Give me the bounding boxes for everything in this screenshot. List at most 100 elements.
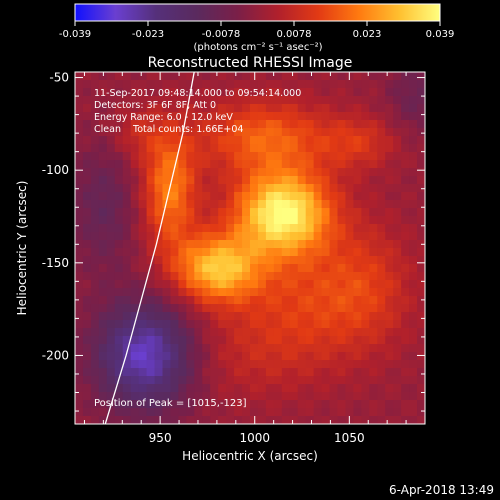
heatmap-cell bbox=[337, 192, 347, 201]
heatmap-cell bbox=[297, 328, 307, 337]
heatmap-cell bbox=[281, 264, 291, 273]
heatmap-cell bbox=[178, 264, 187, 273]
heatmap-cell bbox=[234, 240, 243, 249]
heatmap-cell bbox=[297, 224, 307, 233]
heatmap-cell bbox=[289, 392, 299, 401]
heatmap-cell bbox=[98, 208, 108, 217]
heatmap-cell bbox=[178, 256, 187, 265]
heatmap-cell bbox=[130, 408, 140, 417]
heatmap-cell bbox=[178, 200, 187, 209]
heatmap-cell bbox=[385, 216, 394, 225]
heatmap-cell bbox=[337, 352, 347, 361]
heatmap-cell bbox=[353, 152, 362, 161]
heatmap-cell bbox=[345, 144, 354, 153]
heatmap-cell bbox=[98, 104, 108, 113]
heatmap-cell bbox=[281, 296, 291, 305]
heatmap-cell bbox=[186, 136, 195, 145]
heatmap-cell bbox=[114, 312, 124, 321]
heatmap-cell bbox=[297, 144, 307, 153]
heatmap-cell bbox=[122, 88, 132, 97]
heatmap-cell bbox=[417, 352, 425, 361]
heatmap-cell bbox=[250, 152, 259, 161]
heatmap-cell bbox=[385, 368, 394, 377]
heatmap-cell bbox=[305, 352, 315, 361]
heatmap-cell bbox=[242, 312, 251, 321]
heatmap-cell bbox=[75, 232, 84, 241]
heatmap-cell bbox=[321, 256, 331, 265]
heatmap-cell bbox=[377, 120, 386, 129]
heatmap-cell bbox=[122, 280, 132, 289]
heatmap-cell bbox=[345, 120, 354, 129]
heatmap-cell bbox=[154, 240, 164, 249]
heatmap-cell bbox=[369, 408, 378, 417]
heatmap-cell bbox=[162, 368, 172, 377]
heatmap-cell bbox=[75, 200, 84, 209]
heatmap-cell bbox=[377, 160, 386, 169]
heatmap-cell bbox=[242, 120, 251, 129]
heatmap-cell bbox=[162, 200, 172, 209]
heatmap-cell bbox=[194, 184, 203, 193]
heatmap-cell bbox=[138, 272, 148, 281]
heatmap-cell bbox=[345, 328, 354, 337]
heatmap-cell bbox=[313, 208, 323, 217]
heatmap-cell bbox=[353, 272, 362, 281]
heatmap-cell bbox=[345, 240, 354, 249]
heatmap-cell bbox=[194, 224, 203, 233]
heatmap-cell bbox=[305, 88, 315, 97]
heatmap-cell bbox=[194, 120, 203, 129]
heatmap-cell bbox=[313, 416, 323, 424]
heatmap-cell bbox=[273, 328, 283, 337]
heatmap-cell bbox=[305, 248, 315, 257]
heatmap-cell bbox=[98, 232, 108, 241]
heatmap-cell bbox=[289, 216, 299, 225]
heatmap-cell bbox=[361, 384, 370, 393]
heatmap-cell bbox=[186, 312, 195, 321]
heatmap-cell bbox=[369, 192, 378, 201]
heatmap-cell bbox=[369, 400, 378, 409]
heatmap-cell bbox=[409, 208, 418, 217]
heatmap-cell bbox=[265, 80, 275, 89]
heatmap-cell bbox=[146, 168, 156, 177]
heatmap-cell bbox=[75, 128, 84, 137]
heatmap-cell bbox=[273, 360, 283, 369]
heatmap-cell bbox=[385, 232, 394, 241]
heatmap-cell bbox=[369, 88, 378, 97]
heatmap-cell bbox=[242, 280, 251, 289]
heatmap-cell bbox=[257, 168, 267, 177]
heatmap-cell bbox=[321, 96, 331, 105]
heatmap-cell bbox=[353, 208, 362, 217]
heatmap-cell bbox=[345, 368, 354, 377]
heatmap-cell bbox=[106, 168, 116, 177]
heatmap-cell bbox=[138, 96, 148, 105]
heatmap-cell bbox=[353, 376, 362, 385]
heatmap-cell bbox=[170, 240, 179, 249]
heatmap-cell bbox=[234, 320, 243, 329]
heatmap-cell bbox=[75, 184, 84, 193]
heatmap-cell bbox=[289, 320, 299, 329]
heatmap-cell bbox=[401, 160, 410, 169]
heatmap-cell bbox=[329, 216, 339, 225]
heatmap-cell bbox=[218, 320, 227, 329]
heatmap-cell bbox=[401, 184, 410, 193]
heatmap-cell bbox=[369, 288, 378, 297]
heatmap-cell bbox=[417, 128, 425, 137]
heatmap-cell bbox=[114, 352, 124, 361]
heatmap-cell bbox=[114, 360, 124, 369]
heatmap-cell bbox=[106, 296, 116, 305]
heatmap-cell bbox=[210, 256, 219, 265]
heatmap-cell bbox=[257, 208, 267, 217]
heatmap-cell bbox=[82, 256, 92, 265]
heatmap-cell bbox=[345, 264, 354, 273]
heatmap-cell bbox=[377, 336, 386, 345]
heatmap-cell bbox=[273, 320, 283, 329]
heatmap-cell bbox=[313, 128, 323, 137]
heatmap-cell bbox=[377, 240, 386, 249]
heatmap-cell bbox=[226, 352, 235, 361]
heatmap-cell bbox=[162, 96, 172, 105]
heatmap-cell bbox=[273, 112, 283, 121]
heatmap-cell bbox=[154, 128, 164, 137]
heatmap-cell bbox=[162, 136, 172, 145]
heatmap-cell bbox=[234, 344, 243, 353]
heatmap-cell bbox=[369, 200, 378, 209]
heatmap-cell bbox=[90, 112, 100, 121]
